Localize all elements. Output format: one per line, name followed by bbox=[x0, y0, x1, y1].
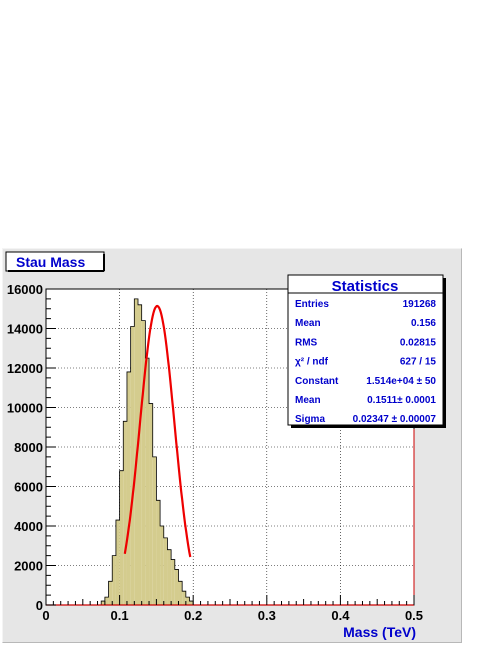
stats-row-value: 0.1511± 0.0001 bbox=[367, 395, 436, 406]
y-tick-label: 12000 bbox=[7, 361, 43, 376]
stats-body bbox=[287, 274, 444, 426]
stats-header: Statistics bbox=[332, 278, 399, 295]
histogram-bin bbox=[189, 601, 194, 605]
histogram-bin bbox=[182, 591, 186, 605]
y-tick-label: 8000 bbox=[14, 440, 43, 455]
y-tick-label: 16000 bbox=[7, 282, 43, 297]
histogram-bin bbox=[178, 581, 183, 605]
y-tick-label: 0 bbox=[36, 598, 43, 613]
histogram-bin bbox=[108, 581, 113, 605]
histogram-bin bbox=[101, 601, 105, 605]
histogram-bin bbox=[126, 371, 131, 605]
stats-rows: Entries 191268 Mean 0.156 RMS 0.02815 χ² / ndf… bbox=[295, 299, 436, 425]
x-tick-label: 0.1 bbox=[111, 608, 129, 623]
stats-row-label: Mean bbox=[295, 318, 321, 329]
stats-row-value: 0.02347 ± 0.00007 bbox=[353, 414, 437, 425]
histogram-bin bbox=[163, 537, 168, 605]
y-tick-label: 2000 bbox=[14, 559, 43, 574]
stats-row-value: 0.02815 bbox=[400, 337, 437, 348]
histogram-bin bbox=[130, 326, 135, 605]
stats-row-label: Entries bbox=[295, 299, 329, 310]
histogram-bin bbox=[112, 555, 116, 605]
histogram-bin bbox=[174, 569, 179, 605]
y-tick-label: 14000 bbox=[7, 322, 43, 337]
stats-row-label: Constant bbox=[295, 376, 339, 387]
histogram-bin bbox=[185, 597, 190, 605]
histogram-bin bbox=[115, 520, 120, 605]
stats-row-value: 1.514e+04 ± 50 bbox=[366, 376, 436, 387]
axis-ticks bbox=[45, 288, 415, 606]
histogram-bin bbox=[152, 456, 157, 605]
histogram-bin bbox=[104, 597, 109, 605]
y-tick-label: 4000 bbox=[14, 519, 43, 534]
x-tick-labels: 0 0.1 0.2 0.3 0.4 0.5 bbox=[42, 608, 423, 623]
histogram-bin bbox=[149, 403, 153, 605]
histogram-bin bbox=[123, 421, 127, 605]
gaussian-fit-curve bbox=[123, 304, 192, 558]
histogram-bin bbox=[171, 559, 175, 605]
histogram-bin bbox=[138, 304, 142, 605]
x-tick-label: 0.4 bbox=[331, 608, 350, 623]
histogram-bin bbox=[119, 470, 124, 605]
y-tick-labels: 0 2000 4000 6000 8000 10000 12000 14000 16000 bbox=[7, 282, 43, 613]
x-tick-label: 0.5 bbox=[405, 608, 423, 623]
histogram-bin bbox=[167, 549, 172, 605]
histogram-bin bbox=[141, 320, 146, 605]
x-tick-label: 0.2 bbox=[184, 608, 202, 623]
y-tick-label: 6000 bbox=[14, 480, 43, 495]
stats-row-value: 191268 bbox=[403, 299, 437, 310]
chart-title: Stau Mass bbox=[16, 254, 85, 270]
y-tick-label: 10000 bbox=[7, 401, 43, 416]
stats-row-label: Sigma bbox=[295, 414, 325, 425]
histogram-bin bbox=[145, 358, 150, 605]
stats-row-value: 627 / 15 bbox=[400, 357, 437, 368]
stats-row-label: Mean bbox=[295, 395, 321, 406]
stats-row-label: RMS bbox=[295, 337, 318, 348]
histogram-bin bbox=[160, 526, 164, 605]
statistics-box: Statistics Entries 191268 Mean 0.156 RMS 0.02… bbox=[287, 274, 446, 428]
x-axis-title: Mass (TeV) bbox=[343, 624, 416, 640]
histogram-bin bbox=[156, 500, 161, 605]
x-tick-label: 0.3 bbox=[258, 608, 276, 623]
x-tick-label: 0 bbox=[42, 608, 49, 623]
stats-row-value: 0.156 bbox=[411, 318, 436, 329]
stats-row-label: χ² / ndf bbox=[295, 357, 329, 368]
